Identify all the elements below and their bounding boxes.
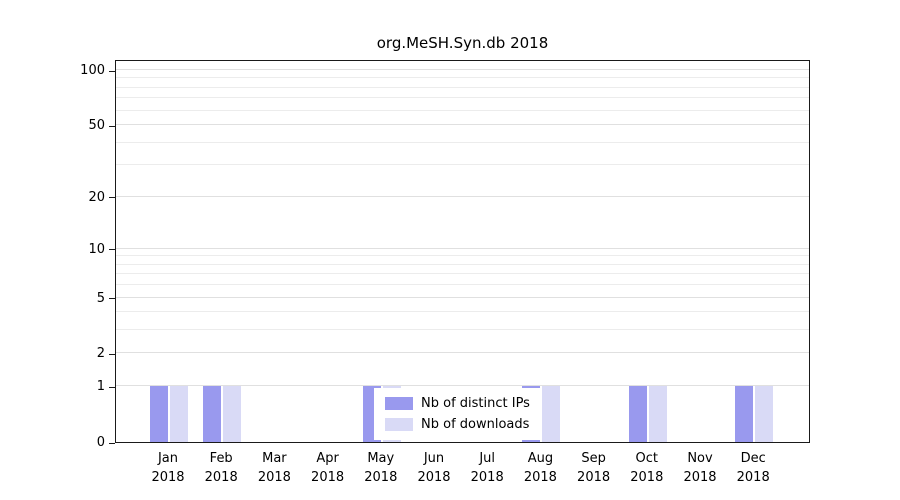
bar-downloads [648,386,667,442]
gridline [116,352,809,354]
gridline [116,164,809,166]
legend: Nb of distinct IPs Nb of downloads [374,388,541,440]
gridline [116,273,809,275]
bar-distinct-ips [735,386,754,442]
bar-downloads [170,386,188,442]
x-tick-month: Jul [479,451,496,466]
y-tick-label: 20 [88,189,105,205]
gridline [116,329,809,331]
x-tick-year: 2018 [151,469,185,485]
x-tick-label: Oct 2018 [621,450,673,488]
x-tick-label: Apr 2018 [302,450,354,488]
x-tick-year: 2018 [683,469,717,485]
y-tick-label: 10 [88,241,105,257]
y-tick-label: 0 [96,435,105,450]
y-tick [109,249,115,251]
x-tick-month: Sep [581,451,606,466]
x-tick-label: Jun 2018 [408,450,460,488]
x-tick-year: 2018 [470,469,504,485]
x-tick-year: 2018 [257,469,291,485]
x-tick-month: Jan [157,451,179,466]
plot-area: Nb of distinct IPs Nb of downloads [115,60,810,443]
legend-item: Nb of distinct IPs [385,396,530,411]
bar-downloads [755,386,774,442]
y-tick-label: 100 [80,63,105,78]
x-tick-label: Jan 2018 [142,450,194,488]
bar-downloads [542,386,561,442]
x-tick-year: 2018 [736,469,770,485]
x-tick-label: Dec 2018 [727,450,779,488]
gridline [116,77,809,79]
y-tick-label: 5 [96,290,105,306]
y-tick [109,197,115,199]
gridline [116,141,809,143]
y-tick [109,353,115,355]
legend-label: Nb of downloads [421,417,530,432]
x-tick-month: Jun [423,451,445,466]
y-tick-label: 50 [88,118,105,134]
x-tick-month: Feb [209,451,233,466]
legend-swatch [385,418,413,431]
y-tick-label: 2 [96,346,105,362]
y-tick [109,70,115,72]
gridline [116,247,809,249]
gridline [116,255,809,257]
x-tick-month: Nov [687,451,713,466]
x-tick-year: 2018 [523,469,557,485]
gridline [116,296,809,298]
y-tick [109,442,115,444]
x-tick-label: Mar 2018 [248,450,300,488]
x-tick-year: 2018 [577,469,611,485]
bar-distinct-ips [150,386,168,442]
gridline [116,97,809,99]
x-tick-label: Feb 2018 [195,450,247,488]
legend-label: Nb of distinct IPs [421,396,530,411]
bar-downloads [223,386,242,442]
x-tick-month: Apr [316,451,339,466]
bar-distinct-ips [203,386,222,442]
legend-swatch [385,397,413,410]
x-tick-month: May [367,451,395,466]
x-tick-year: 2018 [364,469,398,485]
gridline [116,263,809,265]
gridline [116,284,809,286]
gridline [116,124,809,126]
bar-distinct-ips [628,386,647,442]
x-tick-label: Aug 2018 [514,450,566,488]
legend-item: Nb of downloads [385,417,530,432]
x-tick-year: 2018 [204,469,238,485]
x-tick-year: 2018 [417,469,451,485]
gridline [116,311,809,313]
x-tick-month: Mar [262,451,287,466]
y-tick [109,386,115,388]
x-tick-label: Jul 2018 [461,450,513,488]
y-tick [109,125,115,127]
x-tick-month: Dec [740,451,766,466]
x-tick-label: May 2018 [355,450,407,488]
gridline [116,385,809,387]
chart-title: org.MeSH.Syn.db 2018 [376,34,549,52]
gridline [116,109,809,111]
x-tick-label: Nov 2018 [674,450,726,488]
x-tick-month: Aug [527,451,554,466]
x-tick-year: 2018 [630,469,664,485]
gridline [116,86,809,88]
gridline [116,69,809,70]
x-tick-month: Oct [635,451,659,466]
gridline [116,195,809,197]
y-tick-label: 1 [96,379,105,395]
x-tick-year: 2018 [311,469,345,485]
x-tick-label: Sep 2018 [568,450,620,488]
y-tick [109,298,115,300]
